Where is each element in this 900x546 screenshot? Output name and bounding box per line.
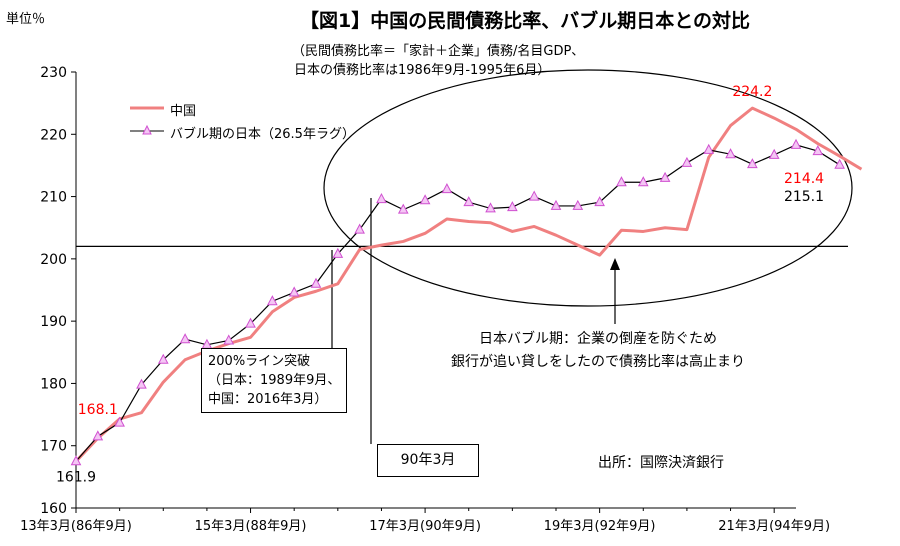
japan-series-marker	[92, 430, 104, 441]
y-tick-label: 170	[40, 439, 67, 455]
japan-series-marker	[114, 416, 125, 427]
japan-series-marker	[179, 333, 191, 344]
japan-series-marker	[681, 156, 693, 167]
japan-series-marker	[768, 148, 780, 159]
japan-series-marker	[288, 286, 300, 297]
japan-series-marker	[441, 183, 453, 194]
x-tick-label: 17年3月(90年9月)	[369, 519, 481, 534]
y-tick-label: 190	[40, 314, 67, 330]
china-series-line	[74, 106, 863, 463]
y-tick-label: 160	[40, 501, 67, 517]
japan-series-marker	[310, 277, 322, 288]
y-tick-label: 180	[40, 376, 67, 392]
legend	[130, 106, 164, 135]
japan-series-marker	[376, 192, 387, 204]
japan-data-label: 215.1	[784, 189, 824, 205]
legend-japan-label: バブル期の日本（26.5年ラグ）	[170, 127, 355, 142]
japan-series-marker	[572, 199, 584, 210]
x-tick-label: 13年3月(86年9月)	[20, 519, 132, 534]
japan-series-marker	[463, 196, 475, 207]
subtitle-line-2: 日本の債務比率は1986年9月-1995年6月）	[294, 63, 551, 78]
bubble-note-line-2: 銀行が追い貸しをしたので債務比率は高止まり	[451, 354, 745, 370]
series-layer: 168.1 224.2 214.4 161.9 215.1	[56, 84, 863, 485]
japan-series-marker	[223, 334, 235, 345]
japan-series-marker	[790, 138, 802, 149]
y-tick-label: 200	[40, 252, 67, 268]
japan-series-marker	[245, 317, 256, 328]
source-note: 出所：国際決済銀行	[598, 455, 724, 471]
japan-series-marker	[834, 158, 845, 169]
bubble-note: 日本バブル期：企業の倒産を防ぐため 銀行が追い貸しをしたので債務比率は高止まり	[418, 328, 778, 374]
japan-series-marker	[550, 199, 562, 210]
japan-series-marker	[267, 295, 278, 306]
japan-series-marker	[616, 176, 627, 187]
japan-series-marker	[419, 194, 431, 205]
japan-series-line	[75, 144, 840, 462]
japan-data-label: 161.9	[56, 469, 96, 485]
y-tick-label: 210	[40, 190, 67, 206]
chart-subtitle: （民間債務比率＝「家計＋企業」債務/名目GDP、 日本の債務比率は1986年9月…	[292, 42, 584, 80]
x-tick-label: 19年3月(92年9月)	[544, 519, 656, 534]
line200-annotation-line-3: 中国：2016年3月）	[208, 392, 328, 407]
chart-title: 【図1】中国の民間債務比率、バブル期日本との対比	[300, 10, 751, 32]
line200-annotation-line-1: 200%ライン突破	[208, 354, 311, 369]
japan-series-marker	[485, 202, 496, 213]
y-ticks: 160 170 180 190 200 210 220 230	[40, 65, 76, 517]
bubble-arrow-head	[610, 258, 620, 270]
japan-series-marker	[659, 171, 671, 182]
legend-japan-marker	[142, 124, 152, 135]
japan-series-marker	[70, 455, 82, 466]
unit-label: 単位％	[6, 12, 46, 27]
japan-series-marker	[637, 176, 649, 187]
line200-annotation-line-2: （日本：1989年9月、	[208, 373, 341, 388]
y-tick-label: 230	[40, 65, 67, 81]
japan-series-marker	[354, 223, 365, 234]
japan-series-marker	[528, 190, 540, 201]
japan-series-marker	[747, 158, 758, 169]
bubble-period-ellipse	[323, 69, 853, 307]
china-data-label: 224.2	[732, 84, 772, 100]
japan-series-marker	[812, 145, 824, 156]
x-tick-label: 15年3月(88年9月)	[195, 519, 307, 534]
line200-annotation-box: 200%ライン突破 （日本：1989年9月、 中国：2016年3月）	[201, 348, 348, 413]
y-tick-label: 220	[40, 127, 67, 143]
legend-china-label: 中国	[170, 104, 197, 119]
japan-series-marker	[703, 143, 715, 154]
japan-series-marker	[136, 378, 147, 389]
japan-series-marker	[332, 247, 344, 258]
japan-series-marker	[397, 203, 409, 214]
japan-series-marker	[725, 148, 736, 159]
bubble-note-line-1: 日本バブル期：企業の倒産を防ぐため	[479, 331, 717, 347]
march90-annotation-box: 90年3月	[377, 444, 479, 477]
japan-series-marker	[594, 196, 605, 207]
japan-series-marker	[157, 353, 169, 364]
japan-series-marker	[507, 201, 518, 212]
x-tick-label: 21年3月(94年9月)	[718, 519, 830, 534]
x-ticks: 13年3月(86年9月) 15年3月(88年9月) 17年3月(90年9月) 19年3…	[20, 508, 830, 534]
china-data-label: 168.1	[78, 402, 118, 418]
subtitle-line-1: （民間債務比率＝「家計＋企業」債務/名目GDP、	[292, 44, 585, 59]
china-data-label: 214.4	[784, 171, 824, 187]
